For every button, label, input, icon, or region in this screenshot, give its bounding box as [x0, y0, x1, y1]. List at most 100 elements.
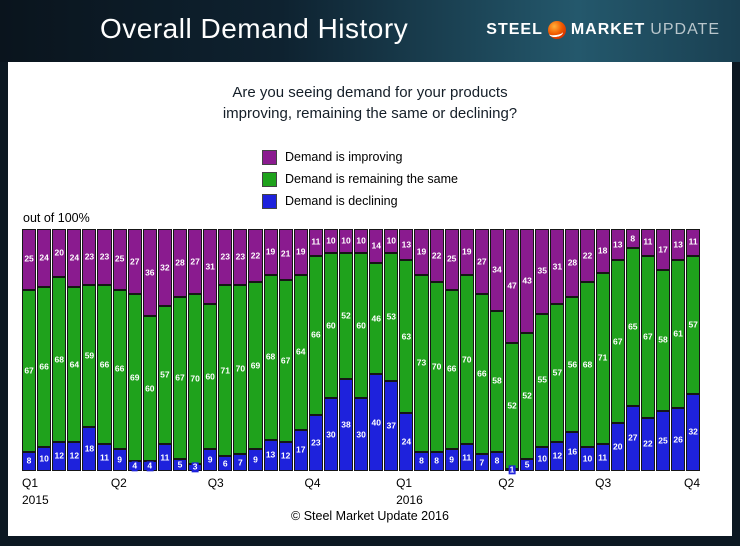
bar-segment-declining: 7 — [474, 454, 489, 471]
bar-segment-improving: 14 — [369, 229, 384, 263]
content-area: Are you seeing demand for your products … — [8, 62, 732, 536]
bar-segment-improving: 11 — [308, 229, 323, 256]
bar-value-label: 12 — [280, 450, 291, 461]
bar-value-label: 24 — [69, 252, 80, 263]
bar-value-label: 17 — [658, 243, 668, 254]
bar: 18 71 11 — [595, 229, 610, 471]
bar-segment-improving: 10 — [338, 229, 354, 254]
bar-value-label: 12 — [552, 450, 563, 461]
bar-value-label: 25 — [24, 253, 34, 264]
bar-value-label: 52 — [341, 310, 351, 321]
bar-value-label: 23 — [311, 437, 321, 448]
bar: 32 57 11 — [157, 229, 172, 471]
bar-value-label: 13 — [265, 449, 276, 460]
bar-value-label: 4 — [146, 460, 154, 471]
quarter-label: Q2 — [110, 476, 127, 490]
bar: 28 67 5 — [172, 229, 188, 471]
bar-segment-declining: 11 — [595, 444, 610, 471]
bar-segment-improving: 10 — [354, 229, 369, 254]
bar-segment-declining: 5 — [172, 458, 188, 471]
legend-row-improving: Demand is improving — [262, 146, 458, 168]
bar-segment-declining: 38 — [338, 379, 354, 471]
bar-segment-improving: 10 — [323, 229, 338, 254]
bar-value-label: 70 — [235, 363, 246, 374]
bar: 31 60 9 — [203, 229, 218, 471]
bar: 20 68 12 — [52, 229, 67, 471]
legend-row-same: Demand is remaining the same — [262, 168, 458, 190]
bar-value-label: 37 — [386, 420, 397, 431]
bar-segment-improving: 23 — [82, 229, 97, 285]
bar-segment-same: 57 — [686, 255, 701, 394]
bar: 19 73 8 — [414, 229, 429, 471]
bar-value-label: 10 — [582, 453, 593, 464]
bar-segment-improving: 19 — [293, 229, 308, 275]
bar-segment-same: 66 — [474, 294, 489, 455]
bar-value-label: 73 — [416, 357, 427, 368]
bar-segment-same: 56 — [565, 296, 580, 433]
bar-segment-improving: 11 — [686, 229, 701, 256]
bar-segment-improving: 8 — [625, 229, 640, 249]
bar: 35 55 10 — [535, 229, 550, 471]
bar: 25 66 9 — [112, 229, 127, 471]
bar-segment-same: 69 — [248, 282, 263, 450]
bar-value-label: 59 — [84, 350, 95, 361]
bar-value-label: 19 — [296, 246, 306, 257]
bar-segment-same: 66 — [444, 289, 459, 450]
bar-value-label: 60 — [205, 370, 215, 381]
page-title: Overall Demand History — [100, 13, 409, 44]
bar-value-label: 10 — [386, 235, 397, 246]
bar-segment-same: 60 — [203, 304, 218, 450]
bar-value-label: 7 — [479, 456, 485, 467]
x-tick: Q3 — [595, 476, 611, 490]
bar-segment-declining: 32 — [686, 393, 701, 471]
bar-segment-declining: 11 — [459, 444, 474, 471]
bar-segment-improving: 13 — [610, 229, 625, 261]
bar-value-label: 60 — [326, 320, 336, 331]
bar: 17 58 25 — [655, 229, 671, 471]
bar-value-label: 25 — [114, 253, 125, 264]
bar-segment-declining: 13 — [263, 439, 278, 471]
bar-segment-improving: 13 — [671, 229, 686, 261]
bar-value-label: 8 — [630, 233, 636, 244]
bar-value-label: 52 — [522, 390, 532, 401]
bar: 25 67 8 — [22, 229, 37, 471]
bar-segment-declining: 9 — [112, 449, 127, 471]
bar-value-label: 9 — [207, 454, 213, 465]
bar-segment-improving: 21 — [278, 229, 293, 280]
bar-value-label: 11 — [160, 452, 170, 463]
bar: 11 57 32 — [686, 229, 701, 471]
bar-value-label: 69 — [129, 372, 140, 383]
logo-text-market: MARKET — [570, 21, 646, 38]
bar-value-label: 53 — [386, 311, 397, 322]
bar-segment-same: 55 — [535, 313, 550, 447]
bar-segment-declining: 24 — [399, 412, 414, 471]
bar-value-label: 28 — [175, 257, 185, 268]
bar: 47 52 1 — [505, 229, 520, 475]
bar-value-label: 69 — [250, 360, 261, 371]
bar-value-label: 25 — [446, 253, 457, 264]
bar-value-label: 10 — [341, 235, 351, 246]
bar-value-label: 67 — [643, 331, 653, 342]
smu-logo: STEEL MARKET UPDATE — [486, 21, 720, 39]
bar-value-label: 8 — [494, 455, 500, 466]
bar-segment-improving: 13 — [399, 229, 414, 261]
bar-value-label: 46 — [371, 312, 381, 323]
bar: 24 66 10 — [37, 229, 52, 471]
bar-value-label: 10 — [39, 453, 49, 464]
bar-segment-declining: 11 — [157, 444, 172, 471]
bar-value-label: 17 — [296, 444, 306, 455]
bar-value-label: 13 — [401, 239, 412, 250]
bar-value-label: 70 — [431, 361, 442, 372]
bar-value-label: 66 — [39, 361, 49, 372]
bar-value-label: 38 — [341, 419, 351, 430]
survey-question-line1: Are you seeing demand for your products — [232, 84, 508, 101]
bar: 28 56 16 — [565, 229, 580, 471]
bar-segment-declining: 4 — [142, 460, 157, 471]
bar-value-label: 16 — [567, 445, 578, 456]
x-tick: Q2 — [111, 476, 127, 490]
bar-value-label: 11 — [598, 452, 608, 463]
bar-segment-declining: 9 — [203, 449, 218, 471]
bar: 23 66 11 — [97, 229, 112, 471]
bar-segment-same: 60 — [354, 253, 369, 399]
bar-value-label: 67 — [24, 364, 34, 375]
